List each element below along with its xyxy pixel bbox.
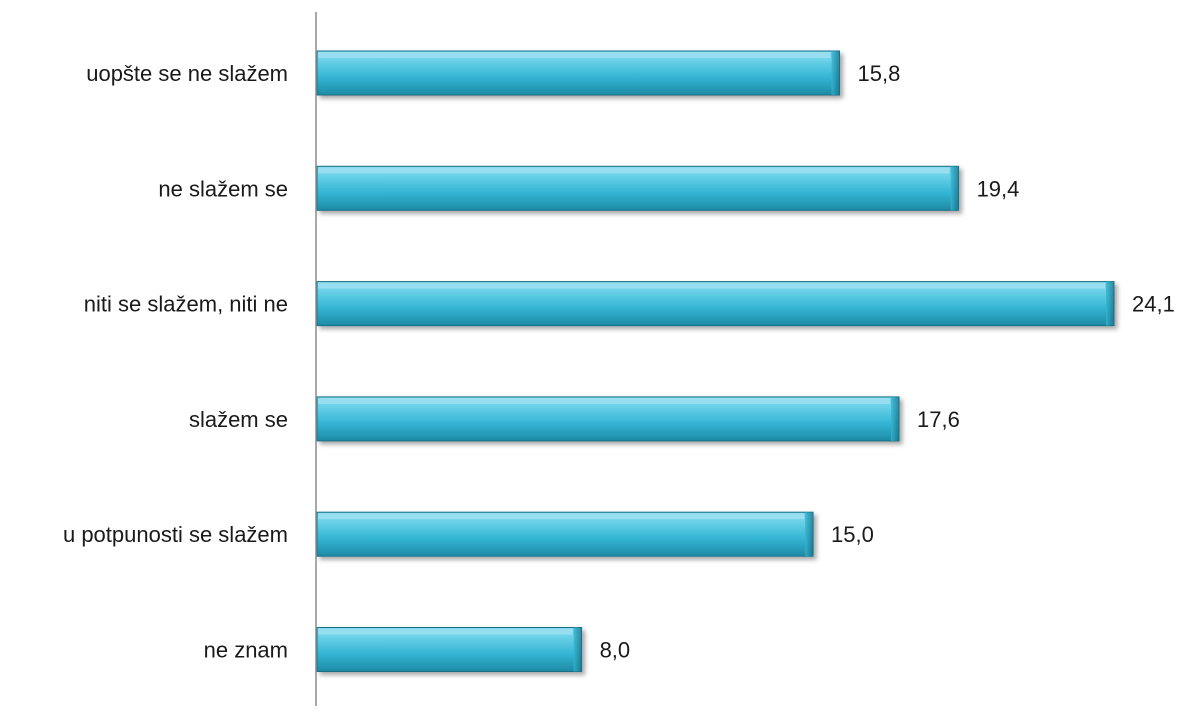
bar-group: uopšte se ne slažem 15,8: [86, 50, 901, 96]
data-label: 24,1: [1132, 292, 1175, 317]
bar: [316, 50, 841, 96]
category-label: ne znam: [204, 638, 288, 663]
bar-group: slažem se 17,6: [189, 396, 960, 442]
bar: [316, 281, 1115, 327]
data-label: 15,8: [858, 61, 901, 86]
bar: [316, 396, 900, 442]
bar-highlight: [318, 52, 831, 58]
category-label: ne slažem se: [158, 176, 288, 201]
data-label: 19,4: [977, 176, 1020, 201]
bar-end-cap: [950, 166, 959, 211]
bars-layer: uopšte se ne slažem 15,8ne slažem se 19,4n…: [63, 50, 1175, 672]
category-label: niti se slažem, niti ne: [84, 292, 288, 317]
bar-group: ne slažem se 19,4: [158, 165, 1020, 211]
bar-highlight: [318, 282, 1105, 289]
bar-group: u potpunosti se slažem 15,0: [63, 511, 874, 557]
data-label: 17,6: [917, 407, 960, 432]
bar-end-cap: [805, 512, 814, 557]
bar-group: ne znam 8,0: [204, 627, 631, 672]
category-label: slažem se: [189, 407, 288, 432]
bar-highlight: [318, 167, 950, 174]
bar-highlight: [318, 513, 805, 520]
bar-end-cap: [891, 396, 900, 441]
bar-end-cap: [573, 627, 582, 672]
category-label: u potpunosti se slažem: [63, 522, 288, 547]
data-label: 8,0: [600, 638, 631, 663]
bar-highlight: [318, 628, 573, 635]
bar-end-cap: [1106, 281, 1114, 326]
bar-highlight: [318, 397, 891, 404]
bar: [316, 627, 583, 672]
bar: [316, 511, 814, 557]
bar: [316, 165, 960, 211]
bar-group: niti se slažem, niti ne 24,1: [84, 281, 1175, 327]
category-label: uopšte se ne slažem: [86, 61, 288, 86]
data-label: 15,0: [831, 522, 874, 547]
bar-end-cap: [831, 51, 840, 95]
